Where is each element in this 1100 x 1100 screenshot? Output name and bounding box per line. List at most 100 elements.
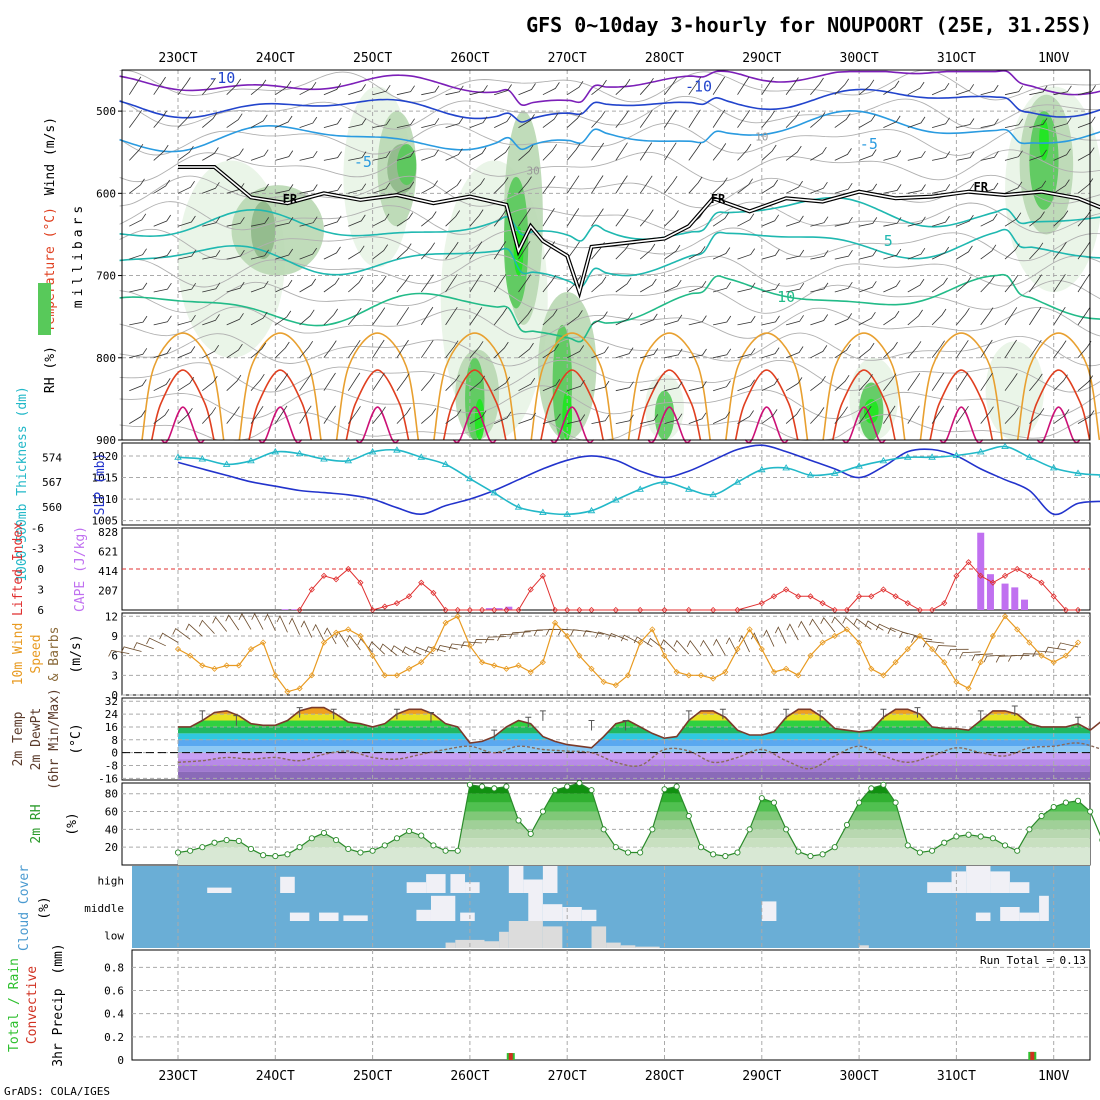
rh-point-46 (734, 849, 741, 856)
rh-point-51 (795, 848, 802, 855)
wind-speed-point-33 (576, 652, 583, 659)
upper-wind-barb (566, 80, 584, 96)
upper-wind-barb (153, 144, 169, 161)
warm-loop-2-1 (345, 369, 410, 441)
rh-area-1 (231, 185, 324, 276)
upper-wind-barb (177, 215, 196, 227)
upper-wind-barb (372, 244, 389, 260)
upper-wind-barb (323, 277, 340, 293)
precip-label: 3hr Precip (mm) (51, 943, 66, 1066)
upper-wind-barb (566, 241, 580, 260)
upper-wind-barb (250, 149, 269, 161)
upper-wind-barb (250, 79, 267, 96)
upper-wind-barb (372, 84, 391, 96)
bottom-date-axis: 23OCT 24OCT 25OCT 26OCT 27OCT 28OCT 29OCT 30OCT… (158, 1069, 1069, 1084)
rh-point-18 (393, 835, 400, 842)
upper-wind-barb (664, 279, 682, 293)
rh-point-31 (551, 787, 559, 794)
upper-wind-barb (250, 217, 270, 227)
top-date-24OCT: 24OCT (256, 51, 295, 66)
warm-loop-5-0 (627, 332, 711, 441)
rh-point-5 (235, 837, 242, 844)
rh2m-panel: 20 40 60 80 2m RH (%) (29, 779, 1100, 866)
upper-wind-barb (129, 410, 146, 424)
rh-point-36 (612, 844, 619, 851)
upper-wind-barb (469, 85, 488, 96)
upper-wind-barb (274, 373, 289, 391)
thickness-point-26 (806, 471, 815, 478)
rh-point-40 (661, 786, 668, 793)
upper-wind-barb (737, 110, 751, 128)
temp-max-marker-12 (719, 708, 726, 720)
upper-wind-barb (275, 248, 294, 260)
upper-wind-barb (396, 307, 410, 326)
precip-legend-rain: Total / Rain (7, 958, 22, 1052)
upper-wind-barb (348, 214, 366, 227)
wind10m-grid (122, 613, 1090, 696)
wind-speed-point-58 (880, 672, 887, 679)
upper-wind-barb (226, 281, 245, 293)
upper-wind-barb (469, 375, 486, 392)
upper-wind-barb (980, 151, 999, 161)
thickness-point-30 (903, 453, 912, 460)
upper-wind-barb (688, 381, 707, 392)
rh2m-unit: (%) (65, 812, 80, 835)
temp-line (178, 706, 1100, 749)
contour-label-3: -5 (860, 135, 878, 153)
upper-wind-barb (931, 308, 947, 326)
upper-wind-barb (712, 247, 731, 260)
upper-wind-barb (883, 217, 902, 227)
rh-point-60 (904, 842, 911, 849)
upper-wind-barb (396, 274, 411, 293)
cloud-block-2-5 (542, 926, 563, 948)
upper-wind-barb (153, 408, 170, 424)
upper-wind-barb (615, 242, 630, 260)
upper-wind-barb (494, 84, 512, 96)
upper-wind-barb (348, 151, 367, 161)
upper-wind-barb (858, 79, 875, 96)
upper-wind-barb (688, 412, 707, 424)
upper-wind-barb (1053, 148, 1071, 161)
cape-tick-828: 828 (98, 526, 118, 539)
contour-label-6: FR (283, 192, 298, 206)
thickness-point-18 (612, 496, 620, 503)
upper-wind-barb (640, 381, 659, 392)
upper-wind-barb (420, 340, 434, 359)
warm-loop-5-1 (637, 369, 702, 441)
surface-wind-barb (238, 613, 252, 630)
upper-wind-barb (761, 214, 780, 227)
cape-tick-207: 207 (98, 584, 118, 597)
upper-wind-barb (299, 372, 312, 391)
upper-wind-barb (834, 343, 851, 359)
upper-air-ytick-900: 900 (96, 434, 116, 447)
li-point-35 (807, 593, 814, 600)
li-point-1 (308, 586, 315, 593)
upper-wind-barb (907, 278, 925, 293)
surface-wind-barb (673, 639, 690, 655)
temp-tick-8: 8 (111, 734, 118, 747)
rh-point-10 (296, 844, 303, 851)
surface-wind-barb (288, 617, 300, 635)
surface-wind-barb (738, 634, 750, 653)
cloud-block-1-10 (761, 901, 777, 921)
surface-wind-barb (485, 636, 507, 644)
upper-wind-barb (323, 405, 336, 424)
upper-wind-barb (688, 76, 702, 95)
upper-wind-barb (761, 249, 780, 260)
rh-point-0 (174, 849, 182, 856)
warm-loop-4-0 (530, 332, 614, 441)
warm-loop-4-1 (540, 369, 604, 441)
rh-area-10 (474, 398, 485, 441)
upper-wind-barb (883, 80, 900, 96)
surface-wind-barb (853, 618, 872, 630)
upper-wind-barb (810, 216, 829, 227)
thickness-point-31 (928, 453, 936, 460)
li-point-39 (856, 593, 863, 600)
svg-text:2m Temp: 2m Temp (11, 711, 26, 766)
upper-wind-barb (761, 144, 777, 161)
upper-wind-barb (396, 118, 415, 128)
upper-wind-barb (518, 308, 533, 326)
wind-speed-point-44 (710, 675, 717, 682)
wind-speed-point-28 (515, 662, 522, 669)
